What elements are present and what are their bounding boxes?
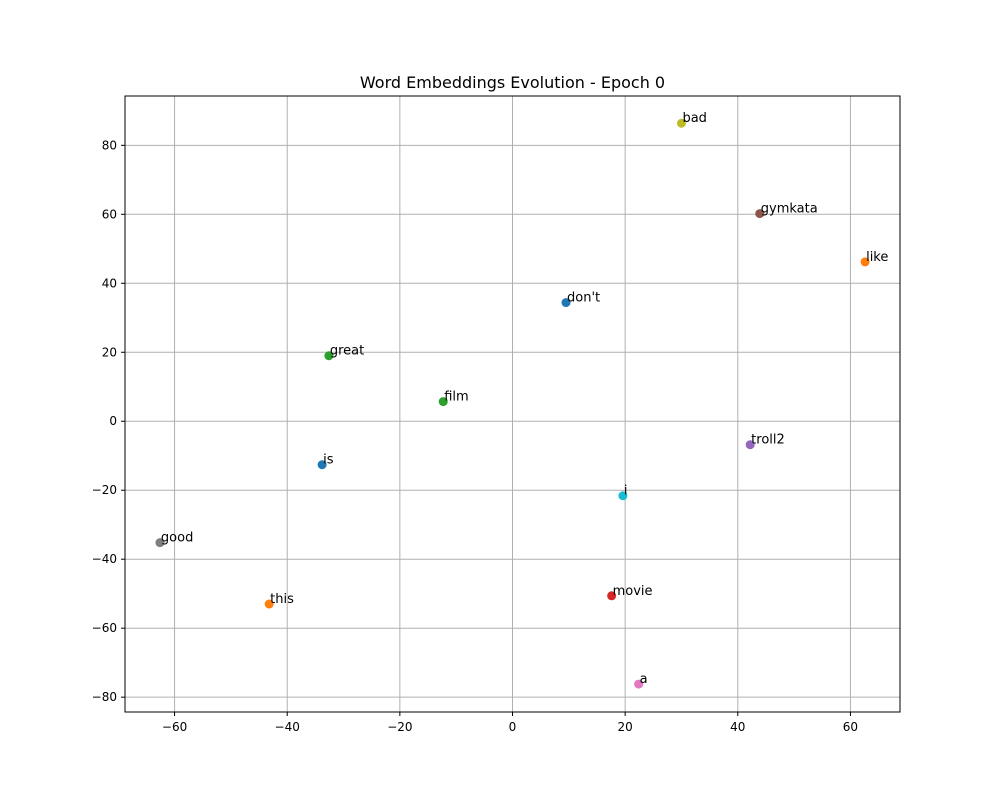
x-tick-label: 40 [730,720,745,734]
x-tick-label: −60 [162,720,187,734]
chart-title: Word Embeddings Evolution - Epoch 0 [360,73,665,92]
x-tick-label: 0 [509,720,517,734]
data-point-label: troll2 [751,433,785,448]
x-tick-label: 20 [618,720,633,734]
data-point-label: like [866,250,888,265]
y-tick-label: −20 [92,483,117,497]
y-tick-label: 80 [102,138,117,152]
y-tick-label: 0 [109,414,117,428]
y-tick-label: 60 [102,207,117,221]
data-point-label: great [330,344,364,359]
data-point-film [438,397,448,407]
data-point-label: is [323,453,334,468]
grid [125,96,900,712]
data-point-label: gymkata [761,202,818,217]
data-point-label: a [640,672,648,687]
data-point-gymkata [755,209,765,219]
data-point-great [324,351,334,361]
data-point-movie [607,591,617,601]
data-points: bad gymkata like don't great film troll2 is i goo… [155,111,888,689]
data-point-dont [561,298,571,308]
y-tick-label: 20 [102,345,117,359]
data-point-label: i [624,484,628,499]
data-point-label: movie [613,584,653,599]
data-point-label: film [444,390,468,405]
data-point-is [317,460,327,470]
data-point-a [634,679,644,689]
data-point-good [155,538,165,548]
plot-frame [124,95,901,713]
data-point-this [264,599,274,609]
data-point-bad [676,118,686,128]
data-point-i [618,491,628,501]
data-point-label: bad [682,111,706,126]
data-point-label: good [161,531,193,546]
x-tick-label: 60 [843,720,858,734]
y-tick-label: 40 [102,276,117,290]
y-tick-label: −40 [92,552,117,566]
data-point-like [860,257,870,267]
data-point-label: this [270,592,294,607]
data-point-label: don't [567,291,600,306]
y-tick-label: −60 [92,621,117,635]
axis-ticks: −60 −40 −20 0 20 40 60 −80 −60 −40 −20 0 20 40 60 80 [92,138,858,734]
y-tick-label: −80 [92,690,117,704]
x-tick-label: −40 [275,720,300,734]
x-tick-label: −20 [387,720,412,734]
data-point-troll2 [745,440,755,450]
